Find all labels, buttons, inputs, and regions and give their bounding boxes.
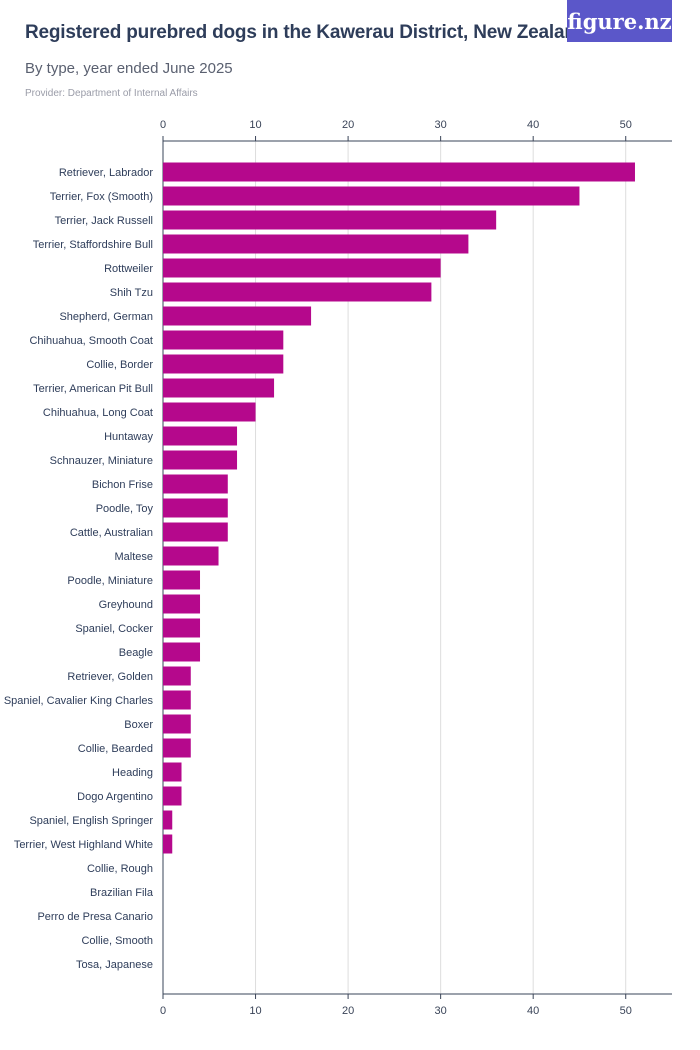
category-label: Collie, Smooth <box>81 935 153 947</box>
data-provider: Provider: Department of Internal Affairs <box>25 88 198 99</box>
category-label: Terrier, Staffordshire Bull <box>33 239 153 251</box>
category-label: Schnauzer, Miniature <box>50 455 153 467</box>
bar <box>163 282 432 302</box>
category-label: Cattle, Australian <box>70 527 153 539</box>
category-label: Terrier, American Pit Bull <box>33 383 153 395</box>
category-label: Maltese <box>114 551 153 563</box>
bottom-tick-label: 20 <box>342 1005 354 1017</box>
bar <box>163 210 497 230</box>
bar <box>163 306 312 326</box>
category-label: Terrier, Fox (Smooth) <box>50 191 153 203</box>
top-tick-label: 20 <box>342 119 354 131</box>
top-tick-label: 30 <box>435 119 447 131</box>
top-tick-label: 0 <box>160 119 166 131</box>
category-label: Heading <box>112 767 153 779</box>
bar <box>163 498 228 518</box>
figure-nz-logo[interactable]: figure.nz <box>567 0 672 42</box>
category-label: Chihuahua, Long Coat <box>43 407 153 419</box>
category-label: Spaniel, English Springer <box>29 815 153 827</box>
category-label: Greyhound <box>99 599 153 611</box>
category-label: Retriever, Labrador <box>59 167 153 179</box>
bar <box>163 810 173 830</box>
bar <box>163 570 201 590</box>
bar <box>163 354 284 374</box>
bar <box>163 258 441 278</box>
top-tick-label: 50 <box>620 119 632 131</box>
bar <box>163 594 201 614</box>
bar <box>163 690 191 710</box>
bar <box>163 762 182 782</box>
bar <box>163 546 219 566</box>
category-label: Retriever, Golden <box>67 671 153 683</box>
category-label: Perro de Presa Canario <box>37 911 153 923</box>
top-tick-label: 40 <box>527 119 539 131</box>
category-label: Collie, Rough <box>87 863 153 875</box>
category-label: Tosa, Japanese <box>76 959 153 971</box>
category-label: Brazilian Fila <box>90 887 154 899</box>
category-label: Dogo Argentino <box>77 791 153 803</box>
bar <box>163 786 182 806</box>
bar <box>163 402 256 422</box>
top-tick-label: 10 <box>249 119 261 131</box>
category-label: Shih Tzu <box>110 287 153 299</box>
bar <box>163 450 238 470</box>
chart-title: Registered purebred dogs in the Kawerau … <box>25 22 588 43</box>
bar <box>163 378 275 398</box>
chart-subtitle: By type, year ended June 2025 <box>25 60 233 77</box>
bar <box>163 618 201 638</box>
category-label: Poodle, Toy <box>96 503 154 515</box>
bar <box>163 474 228 494</box>
bar <box>163 234 469 254</box>
category-label: Spaniel, Cocker <box>75 623 153 635</box>
category-label: Shepherd, German <box>59 311 153 323</box>
bottom-tick-label: 40 <box>527 1005 539 1017</box>
category-label: Boxer <box>124 719 153 731</box>
bar <box>163 426 238 446</box>
bar <box>163 642 201 662</box>
bottom-tick-label: 50 <box>620 1005 632 1017</box>
bar <box>163 714 191 734</box>
category-label: Spaniel, Cavalier King Charles <box>4 695 154 707</box>
category-label: Beagle <box>119 647 153 659</box>
bottom-tick-label: 0 <box>160 1005 166 1017</box>
category-label: Poodle, Miniature <box>67 575 153 587</box>
category-label: Collie, Border <box>86 359 153 371</box>
bar <box>163 186 580 206</box>
bar <box>163 834 173 854</box>
bar <box>163 738 191 758</box>
bar <box>163 162 635 182</box>
bar <box>163 666 191 686</box>
category-label: Terrier, West Highland White <box>14 839 153 851</box>
category-label: Collie, Bearded <box>78 743 153 755</box>
bottom-tick-label: 30 <box>435 1005 447 1017</box>
bottom-tick-label: 10 <box>249 1005 261 1017</box>
category-label: Terrier, Jack Russell <box>55 215 153 227</box>
category-label: Bichon Frise <box>92 479 153 491</box>
category-label: Huntaway <box>104 431 153 443</box>
category-label: Rottweiler <box>104 263 153 275</box>
bar <box>163 330 284 350</box>
bar <box>163 522 228 542</box>
category-label: Chihuahua, Smooth Coat <box>29 335 153 347</box>
